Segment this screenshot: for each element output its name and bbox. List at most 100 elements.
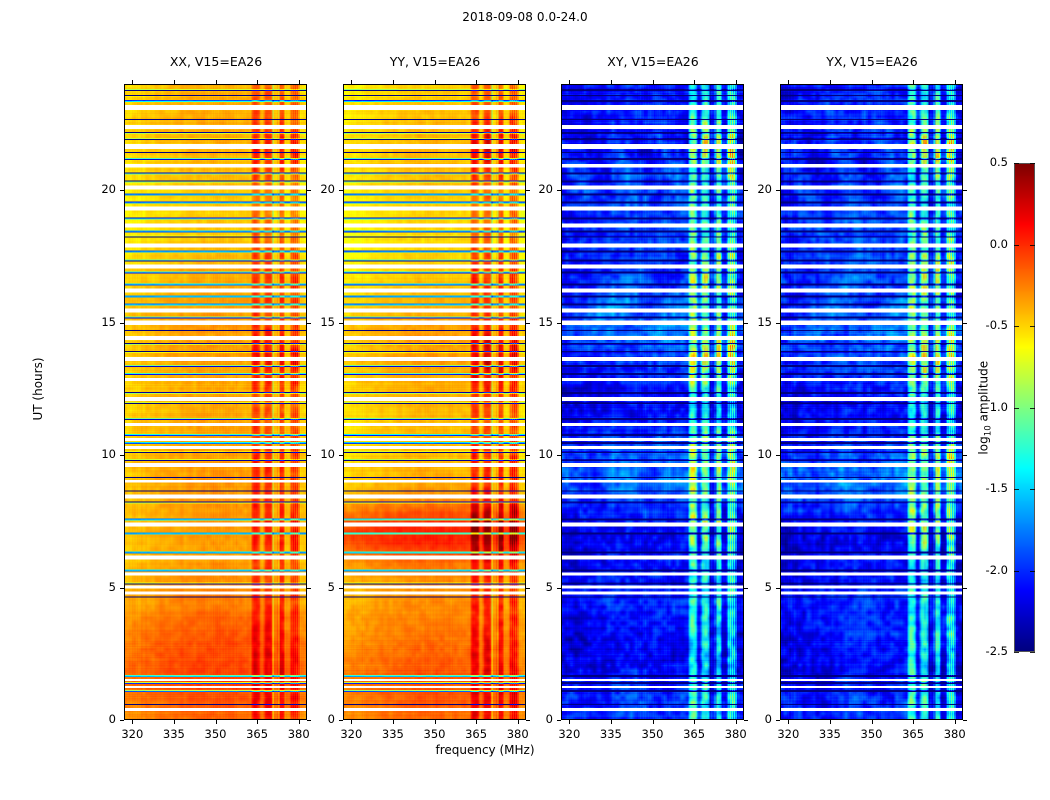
y-tick-label: 0 [108,712,116,726]
x-tick-mark [694,720,696,724]
colorbar-label: log10 amplitude [976,360,994,455]
y-tick-mark-right [744,190,748,191]
colorbar-tick-label: -0.5 [985,318,1008,332]
x-tick-mark-top [392,80,394,84]
x-tick-label: 320 [121,727,144,741]
spectrogram-image-yx [781,85,962,719]
x-tick-label: 380 [943,727,966,741]
y-tick-mark-right [963,322,967,324]
y-tick-mark [339,455,343,456]
x-tick-mark [257,720,259,724]
x-tick-mark-top [434,80,436,84]
x-tick-mark [173,720,175,724]
x-tick-mark [298,720,300,724]
x-tick-label: 365 [465,727,488,741]
y-tick-mark [776,455,780,456]
y-tick-label: 15 [757,314,772,329]
x-tick-label: 350 [423,727,446,741]
y-axis-label: UT (hours) [31,357,45,421]
y-tick-mark-right [526,322,530,324]
y-tick-mark [776,190,780,191]
y-tick-label: 15 [538,314,553,329]
panel-title-xy: XY, V15=EA26 [607,54,699,69]
panel-title-yx: YX, V15=EA26 [826,54,918,69]
y-tick-label: 5 [327,579,335,594]
colorbar-tick-label: 0.5 [989,155,1008,169]
x-tick-mark [569,720,571,724]
y-tick-label: 15 [320,314,335,329]
y-tick-mark [776,720,780,721]
spectrogram-image-xy [562,85,743,719]
colorbar-tick-mark [1014,163,1019,164]
spectrogram-panel-xy[interactable] [561,84,744,720]
spectrogram-panel-xx[interactable] [124,84,307,720]
x-tick-mark-top [257,80,259,84]
x-tick-mark-top [132,80,134,84]
spectrogram-panel-yy[interactable] [343,84,526,720]
x-tick-label: 380 [506,727,529,741]
y-tick-mark-right [526,190,530,191]
x-tick-mark-top [652,80,654,84]
x-tick-mark [392,720,394,724]
y-tick-label: 20 [757,182,772,196]
x-tick-mark [788,720,790,724]
x-tick-mark-top [735,80,737,84]
panel-title-yy: YY, V15=EA26 [389,54,481,69]
y-tick-mark [557,720,561,721]
x-tick-mark [652,720,654,724]
spectrogram-panel-yx[interactable] [780,84,963,720]
x-tick-label: 320 [558,727,581,741]
colorbar-tick-label: -2.5 [985,644,1008,658]
x-tick-mark [476,720,478,724]
x-tick-mark [434,720,436,724]
x-tick-label: 380 [724,727,747,741]
x-tick-mark-top [351,80,353,84]
colorbar-tick-mark [1014,652,1019,653]
y-tick-mark [339,587,343,589]
spectrogram-image-yy [344,85,525,719]
y-tick-mark [120,190,124,191]
colorbar-tick-label: -1.5 [985,481,1008,495]
x-tick-mark [735,720,737,724]
x-tick-label: 350 [860,727,883,741]
x-tick-label: 365 [246,727,269,741]
y-tick-mark [557,322,561,324]
y-tick-mark-right [307,587,311,589]
y-tick-label: 15 [101,314,116,329]
y-tick-label: 20 [101,182,116,196]
y-tick-mark [557,455,561,456]
colorbar-tick-mark-right [1030,244,1035,246]
spectrogram-image-xx [125,85,306,719]
y-tick-mark [120,720,124,721]
y-tick-mark [557,190,561,191]
x-tick-mark [215,720,217,724]
x-tick-label: 350 [204,727,227,741]
x-tick-mark [610,720,612,724]
y-tick-mark-right [963,587,967,589]
colorbar-tick-label: -1.0 [985,399,1008,414]
y-tick-mark [339,720,343,721]
x-tick-mark-top [569,80,571,84]
figure-suptitle: 2018-09-08 0.0-24.0 [462,10,588,24]
x-axis-label: frequency (MHz) [435,743,535,757]
y-tick-mark-right [526,455,530,456]
y-tick-mark [776,587,780,589]
y-tick-mark-right [307,322,311,324]
y-tick-mark-right [744,455,748,456]
x-tick-mark [351,720,353,724]
x-tick-mark [829,720,831,724]
panel-title-xx: XX, V15=EA26 [169,54,263,69]
y-tick-mark-right [963,190,967,191]
x-tick-label: 335 [818,727,841,741]
colorbar-tick-mark [1014,326,1019,327]
x-tick-label: 365 [902,727,925,741]
y-tick-mark [120,587,124,589]
x-tick-label: 335 [381,727,404,741]
y-tick-mark [339,322,343,324]
y-tick-label: 5 [545,579,553,594]
x-tick-mark-top [215,80,217,84]
colorbar-tick-mark-right [1030,570,1035,572]
y-tick-label: 10 [538,447,553,461]
colorbar-tick-mark-right [1030,407,1035,409]
